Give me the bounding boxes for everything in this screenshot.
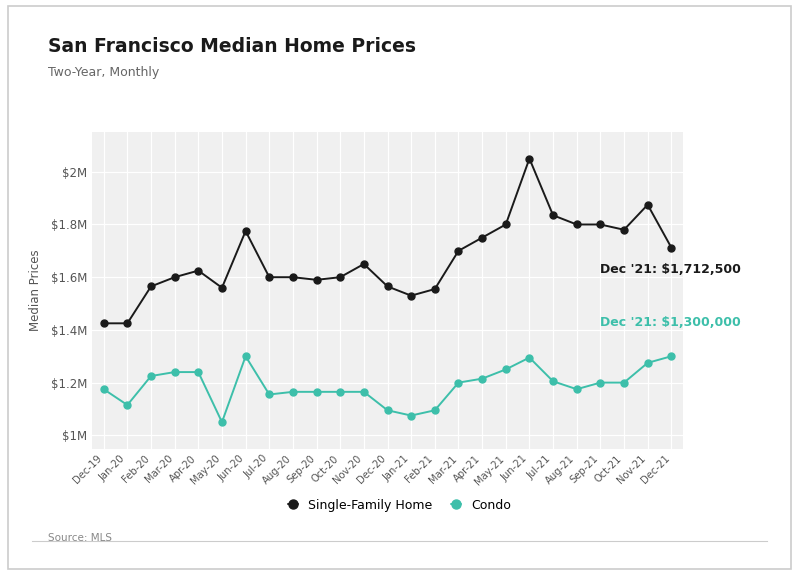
Single-Family Home bbox=[170, 274, 180, 281]
Single-Family Home bbox=[525, 155, 535, 162]
Line: Condo: Condo bbox=[100, 353, 675, 426]
Condo bbox=[288, 388, 298, 395]
Condo bbox=[383, 407, 392, 414]
Single-Family Home bbox=[193, 267, 203, 274]
Condo bbox=[170, 369, 180, 375]
Single-Family Home bbox=[454, 247, 463, 254]
Condo bbox=[336, 388, 345, 395]
Condo bbox=[359, 388, 368, 395]
Single-Family Home bbox=[146, 283, 156, 290]
Condo bbox=[146, 373, 156, 380]
Condo bbox=[643, 359, 653, 366]
Single-Family Home bbox=[572, 221, 582, 228]
Condo bbox=[264, 391, 274, 398]
Single-Family Home bbox=[383, 283, 392, 290]
Condo bbox=[572, 386, 582, 393]
Single-Family Home bbox=[264, 274, 274, 281]
Text: Source: MLS: Source: MLS bbox=[48, 534, 112, 543]
Single-Family Home bbox=[288, 274, 298, 281]
Single-Family Home bbox=[477, 234, 487, 241]
Condo bbox=[454, 379, 463, 386]
Text: Two-Year, Monthly: Two-Year, Monthly bbox=[48, 66, 159, 79]
Condo bbox=[501, 366, 511, 373]
Single-Family Home bbox=[217, 284, 227, 291]
Single-Family Home bbox=[312, 277, 321, 283]
Text: Dec '21: $1,712,500: Dec '21: $1,712,500 bbox=[600, 263, 741, 276]
Line: Single-Family Home: Single-Family Home bbox=[100, 155, 675, 327]
Condo bbox=[595, 379, 605, 386]
Single-Family Home bbox=[666, 244, 676, 251]
Condo bbox=[619, 379, 629, 386]
Condo bbox=[122, 401, 132, 408]
Single-Family Home bbox=[501, 221, 511, 228]
Single-Family Home bbox=[359, 260, 368, 267]
Condo bbox=[240, 353, 250, 360]
Single-Family Home bbox=[336, 274, 345, 281]
Condo bbox=[477, 375, 487, 382]
Condo bbox=[666, 353, 676, 360]
Condo bbox=[99, 386, 109, 393]
Single-Family Home bbox=[430, 286, 439, 293]
Condo bbox=[407, 412, 416, 419]
Condo bbox=[525, 354, 535, 361]
Condo bbox=[548, 378, 558, 385]
Condo bbox=[217, 419, 227, 426]
Legend: Single-Family Home, Condo: Single-Family Home, Condo bbox=[283, 494, 516, 517]
Single-Family Home bbox=[619, 227, 629, 233]
Condo bbox=[193, 369, 203, 375]
Single-Family Home bbox=[122, 320, 132, 327]
Text: Dec '21: $1,300,000: Dec '21: $1,300,000 bbox=[600, 316, 741, 328]
Single-Family Home bbox=[407, 292, 416, 299]
Y-axis label: Median Prices: Median Prices bbox=[30, 250, 42, 331]
Single-Family Home bbox=[548, 212, 558, 218]
Single-Family Home bbox=[240, 228, 250, 235]
Single-Family Home bbox=[643, 201, 653, 208]
Single-Family Home bbox=[99, 320, 109, 327]
Condo bbox=[430, 407, 439, 414]
Text: San Francisco Median Home Prices: San Francisco Median Home Prices bbox=[48, 37, 416, 56]
Condo bbox=[312, 388, 321, 395]
Single-Family Home bbox=[595, 221, 605, 228]
